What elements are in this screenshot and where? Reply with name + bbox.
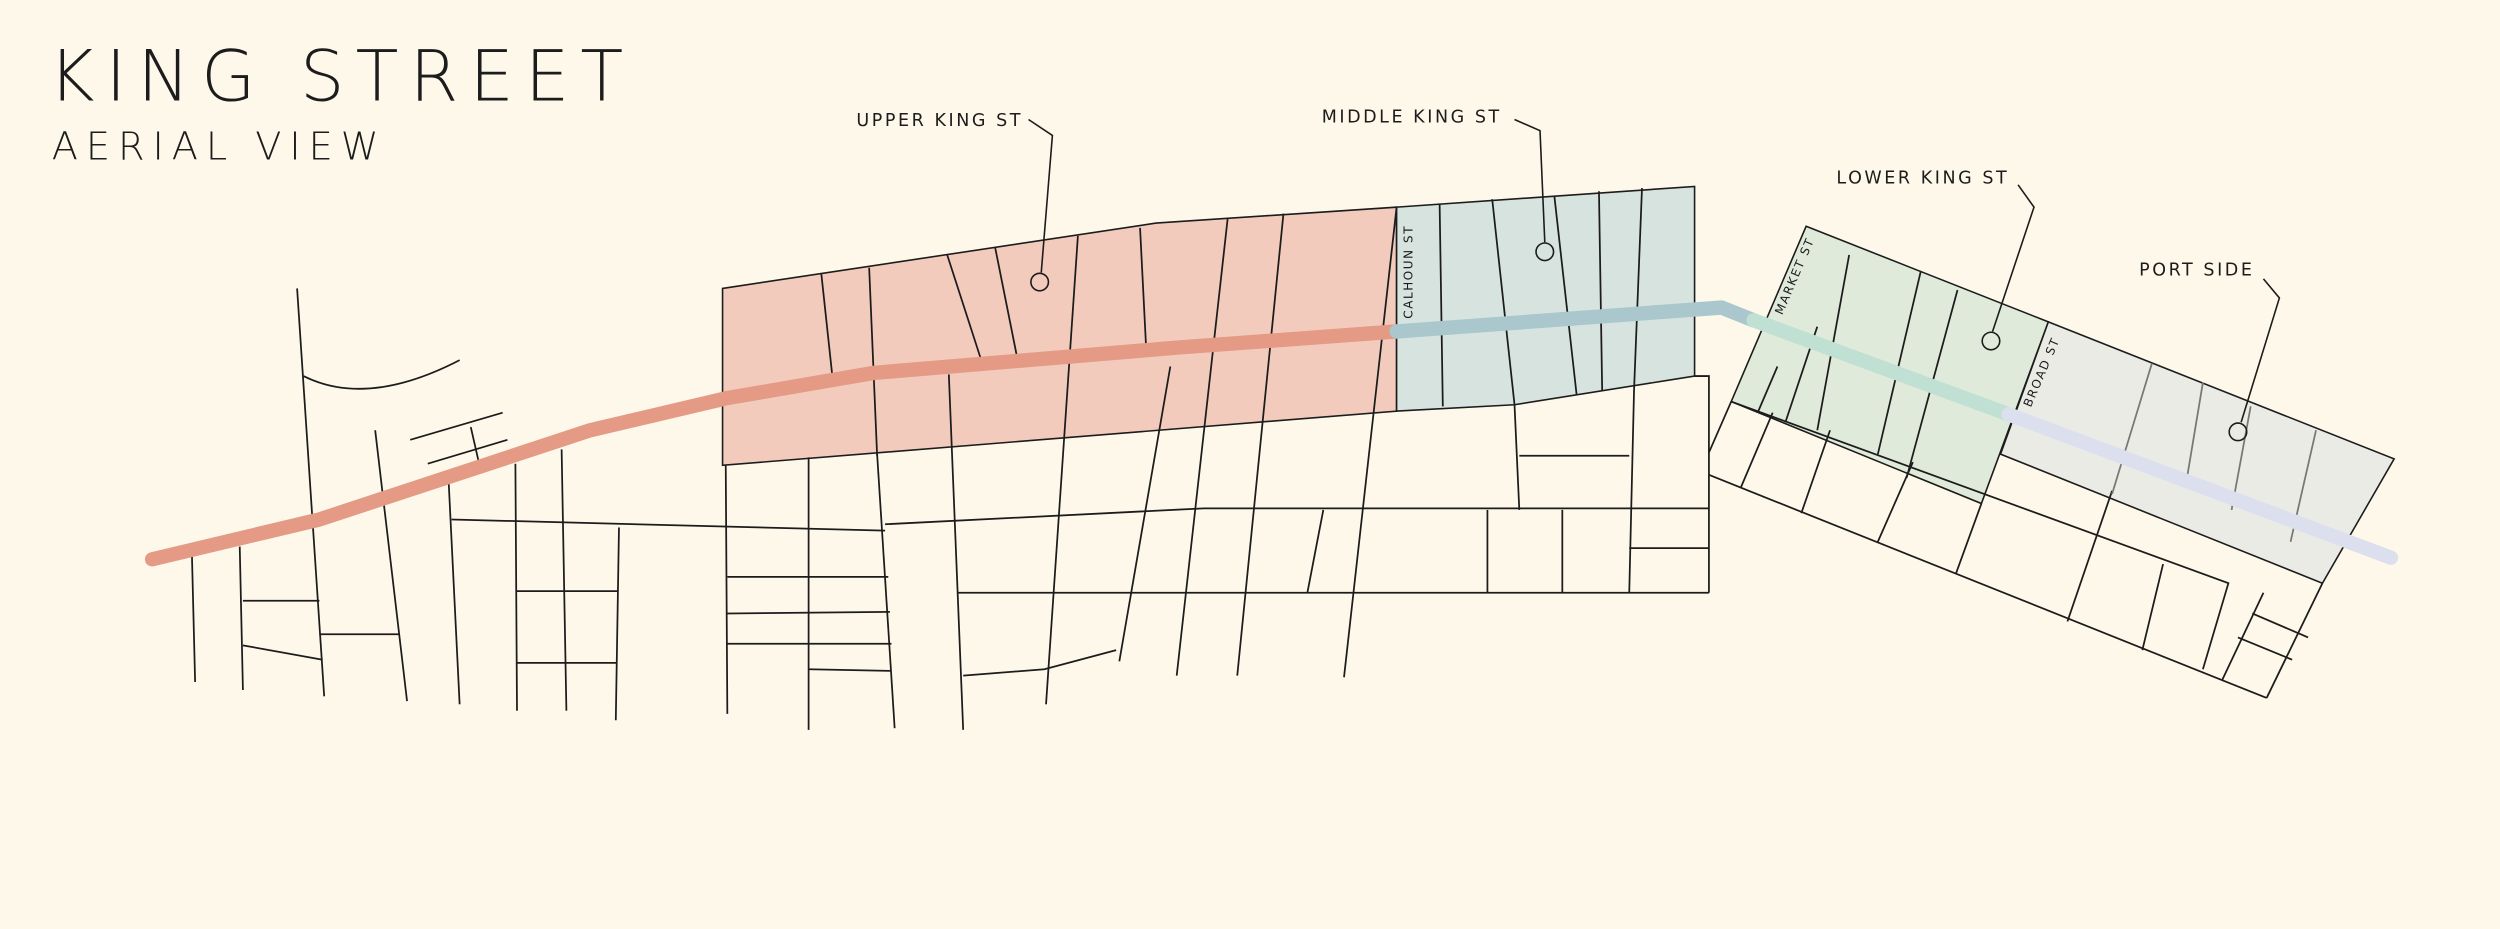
route-upper — [144, 324, 1404, 567]
district-label: MIDDLE KING ST — [1322, 108, 1502, 128]
route-middle — [1389, 300, 1761, 339]
district-label: PORT SIDE — [2139, 261, 2254, 281]
title: KING STREET — [49, 35, 635, 117]
middle-district — [1395, 185, 1696, 412]
subtitle: AERIAL VIEW — [52, 125, 387, 169]
district-label: LOWER KING ST — [1836, 168, 2009, 188]
leaders — [1028, 118, 2281, 442]
street-label: CALHOUN ST — [1402, 225, 1416, 319]
route-lower — [1746, 313, 2016, 422]
king-street-route — [144, 300, 2399, 567]
district-label: UPPER KING ST — [856, 111, 1023, 131]
route-port — [2001, 407, 2399, 565]
